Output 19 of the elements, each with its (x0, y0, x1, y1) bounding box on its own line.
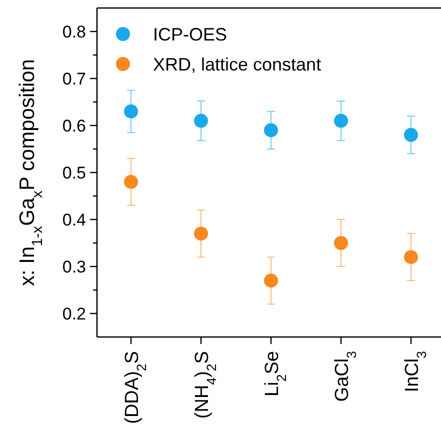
y-tick-label: 0.3 (62, 257, 86, 276)
y-tick-label: 0.7 (62, 69, 86, 88)
y-tick-label: 0.8 (62, 22, 86, 42)
y-tick-label: 0.2 (62, 304, 86, 324)
y-tick-label: 0.5 (62, 163, 86, 182)
point (404, 128, 418, 142)
point (334, 114, 348, 128)
point (404, 250, 418, 264)
point (264, 274, 278, 288)
legend-label: XRD, lattice constant (153, 54, 322, 74)
point (194, 114, 208, 128)
legend-label: ICP-OES (153, 24, 228, 44)
y-tick-label: 0.6 (62, 116, 86, 136)
y-tick-label: 0.4 (62, 210, 86, 230)
point (334, 236, 348, 250)
point (124, 174, 138, 189)
point (194, 226, 208, 241)
point (264, 123, 278, 138)
point (124, 104, 138, 118)
